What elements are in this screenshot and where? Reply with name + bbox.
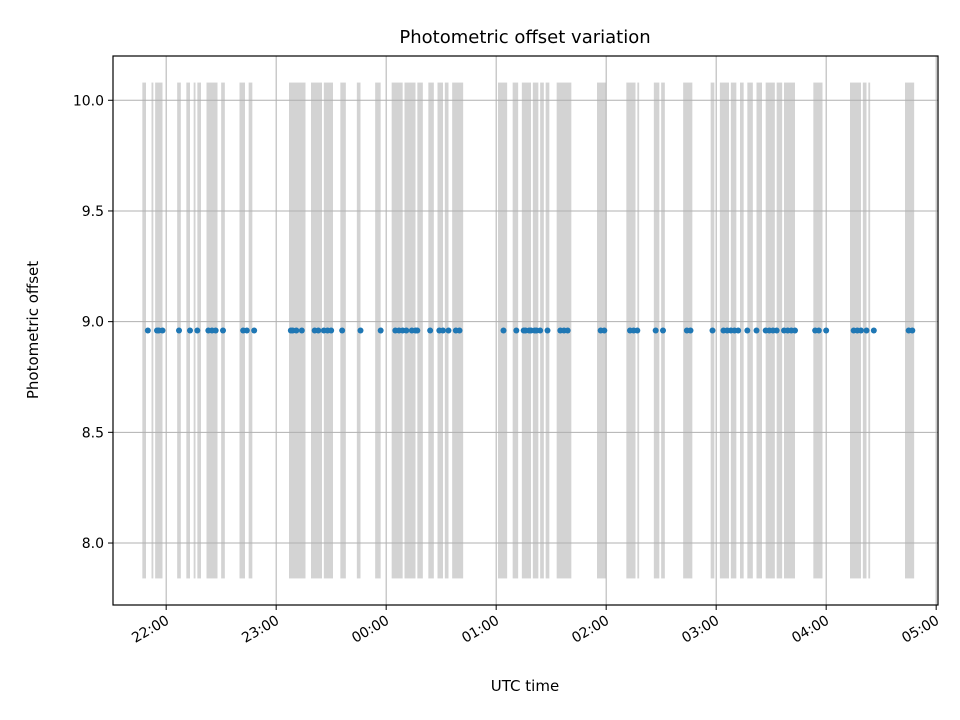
observation-band xyxy=(740,82,744,579)
y-axis-ticks: 8.0 8.5 9.0 9.5 10.0 xyxy=(73,93,113,552)
data-point xyxy=(863,327,870,334)
data-point xyxy=(537,327,544,334)
data-point xyxy=(159,327,166,334)
data-point xyxy=(293,327,300,334)
data-point xyxy=(298,327,305,334)
plot-frame xyxy=(112,55,939,606)
data-point xyxy=(414,327,421,334)
data-point xyxy=(858,327,864,334)
y-tick-label: 9.0 xyxy=(82,315,104,331)
data-point xyxy=(823,327,830,334)
data-point xyxy=(339,327,346,334)
data-point xyxy=(187,327,193,334)
data-point xyxy=(456,327,463,334)
data-point xyxy=(357,327,364,334)
data-point xyxy=(660,327,666,334)
data-point xyxy=(427,327,434,334)
x-axis-label: UTC time xyxy=(491,677,559,695)
data-point xyxy=(544,327,551,334)
observation-band xyxy=(142,82,146,579)
data-point xyxy=(652,327,659,334)
data-point xyxy=(500,327,507,334)
data-point xyxy=(220,327,226,334)
data-point xyxy=(377,327,384,334)
data-point xyxy=(909,327,916,334)
data-point xyxy=(513,327,520,334)
data-point xyxy=(815,327,822,334)
data-point xyxy=(403,327,410,334)
data-point xyxy=(773,327,780,334)
y-axis-label: Photometric offset xyxy=(24,261,42,399)
data-point xyxy=(144,327,151,334)
data-point xyxy=(634,327,641,334)
data-point xyxy=(440,327,446,334)
y-tick-label: 8.5 xyxy=(82,425,104,441)
y-tick-label: 10.0 xyxy=(73,93,104,109)
data-point xyxy=(243,327,250,334)
data-point xyxy=(564,327,571,334)
y-tick-label: 9.5 xyxy=(82,204,104,220)
data-point xyxy=(735,327,742,334)
data-point xyxy=(753,327,760,334)
data-point xyxy=(315,327,322,334)
data-point xyxy=(176,327,182,334)
data-point xyxy=(445,327,452,334)
data-point xyxy=(709,327,716,334)
data-point xyxy=(251,327,258,334)
observation-band xyxy=(248,82,253,579)
data-point xyxy=(870,327,877,334)
observation-band xyxy=(151,82,154,579)
data-points xyxy=(144,327,916,334)
data-point xyxy=(328,327,335,334)
data-point xyxy=(194,327,201,334)
data-point xyxy=(212,327,219,334)
data-point xyxy=(601,327,608,334)
data-point xyxy=(687,327,694,334)
data-point xyxy=(744,327,751,334)
chart-title: Photometric offset variation xyxy=(399,27,650,48)
grid-lines xyxy=(113,56,938,605)
data-point xyxy=(792,327,798,334)
y-tick-label: 8.0 xyxy=(82,536,104,552)
